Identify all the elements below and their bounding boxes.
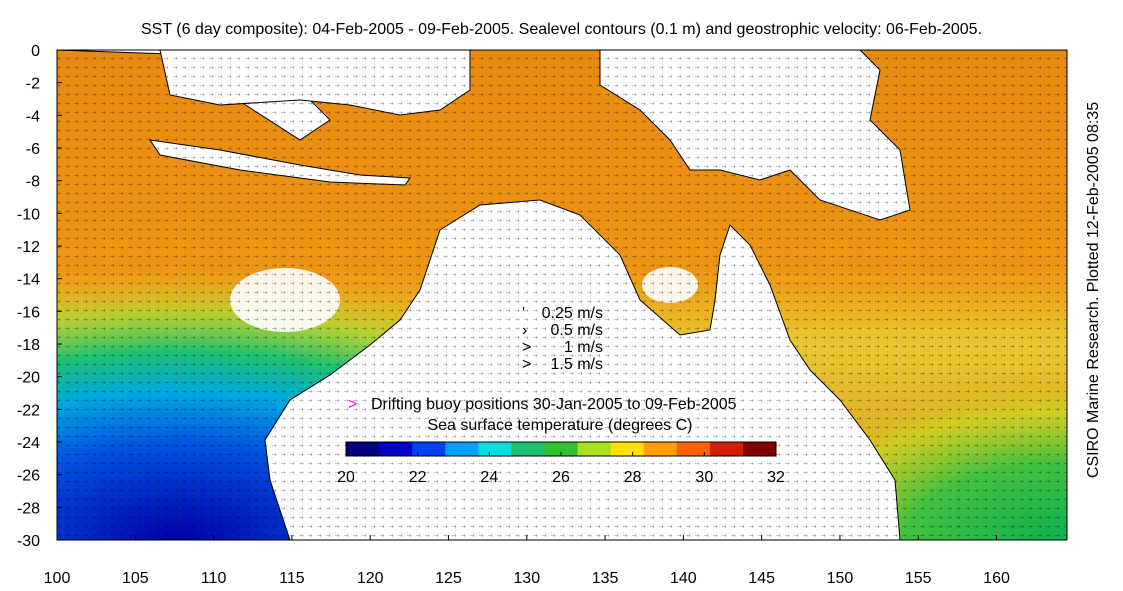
y-tick-label: -14 [17, 272, 40, 289]
plot-frame [56, 49, 1068, 541]
y-tick-label: -18 [17, 337, 40, 354]
y-tick-label: -24 [17, 435, 40, 452]
colorbar-swatch [577, 442, 612, 456]
x-tick-label: 125 [435, 570, 462, 587]
x-tick-label: 155 [905, 570, 932, 587]
colorbar-tick-label: 32 [767, 469, 785, 486]
y-tick-label: 0 [31, 43, 40, 60]
colorbar-swatch [379, 442, 413, 456]
velocity-symbol: › [522, 322, 527, 339]
colorbar-tick-label: 30 [695, 469, 713, 486]
colorbar-tick-label: 24 [480, 469, 498, 486]
map-field [57, 50, 1067, 540]
x-tick-label: 105 [122, 570, 149, 587]
x-axis: 100 105 110 115 120 125 130 135 140 145 150 155 160 [44, 535, 1010, 587]
x-tick-label: 135 [592, 570, 619, 587]
velocity-symbol: > [522, 339, 531, 356]
colorbar-swatch [478, 442, 512, 456]
colorbar-swatch [742, 442, 777, 456]
x-tick-label: 150 [827, 570, 854, 587]
buoy-label: Drifting buoy positions 30-Jan-2005 to 0… [371, 396, 737, 413]
y-tick-label: -4 [26, 108, 40, 125]
x-tick-label: 115 [279, 570, 305, 587]
colorbar: Sea surface temperature (degrees C) 20 22… [337, 417, 785, 486]
y-axis: 0 -2 -4 -6 -8 -10 -12 -14 -16 -18 -20 -22 -24 -26 -28 -… [17, 43, 62, 550]
y-tick-label: -20 [17, 370, 40, 387]
y-tick-label: -22 [17, 402, 40, 419]
colorbar-swatch [643, 442, 678, 456]
x-tick-label: 160 [983, 570, 1010, 587]
x-tick-label: 100 [44, 570, 71, 587]
x-tick-label: 110 [201, 570, 227, 587]
colorbar-swatch [511, 442, 545, 456]
buoy-symbol: > [348, 396, 357, 413]
velocity-symbol: > [522, 356, 531, 373]
x-tick-label: 130 [513, 570, 540, 587]
y-tick-label: -8 [26, 174, 40, 191]
velocity-label: 1 m/s [564, 339, 603, 356]
y-tick-label: -30 [17, 533, 40, 550]
velocity-label: 0.25 m/s [542, 305, 603, 322]
colorbar-swatch [346, 442, 380, 456]
colorbar-tick-label: 20 [337, 469, 355, 486]
colorbar-swatch [412, 442, 446, 456]
y-tick-label: -16 [17, 304, 40, 321]
colorbar-tick-label: 28 [624, 469, 642, 486]
x-tick-label: 120 [357, 570, 384, 587]
colorbar-tick-label: 22 [409, 469, 427, 486]
y-tick-label: -2 [26, 76, 40, 93]
velocity-field [57, 50, 1067, 540]
y-tick-label: -10 [17, 206, 40, 223]
velocity-label: 1.5 m/s [551, 356, 603, 373]
buoy-legend: > Drifting buoy positions 30-Jan-2005 to… [348, 396, 737, 413]
y-tick-label: -28 [17, 500, 40, 517]
y-tick-label: -12 [17, 239, 40, 256]
colorbar-swatch [676, 442, 711, 456]
velocity-legend: ' 0.25 m/s › 0.5 m/s > 1 m/s > 1.5 m/s [522, 305, 603, 373]
velocity-label: 0.5 m/s [551, 322, 603, 339]
x-tick-label: 145 [748, 570, 775, 587]
colorbar-swatch [610, 442, 645, 456]
y-tick-label: -26 [17, 468, 40, 485]
colorbar-title: Sea surface temperature (degrees C) [427, 417, 692, 434]
velocity-symbol: ' [522, 305, 525, 322]
colorbar-tick-label: 26 [552, 469, 570, 486]
map-title: SST (6 day composite): 04-Feb-2005 - 09-… [140, 21, 983, 38]
x-tick-label: 140 [670, 570, 697, 587]
y-tick-label: -6 [26, 141, 40, 158]
colorbar-swatch [445, 442, 479, 456]
colorbar-swatch [544, 442, 579, 456]
colorbar-swatch [709, 442, 744, 456]
